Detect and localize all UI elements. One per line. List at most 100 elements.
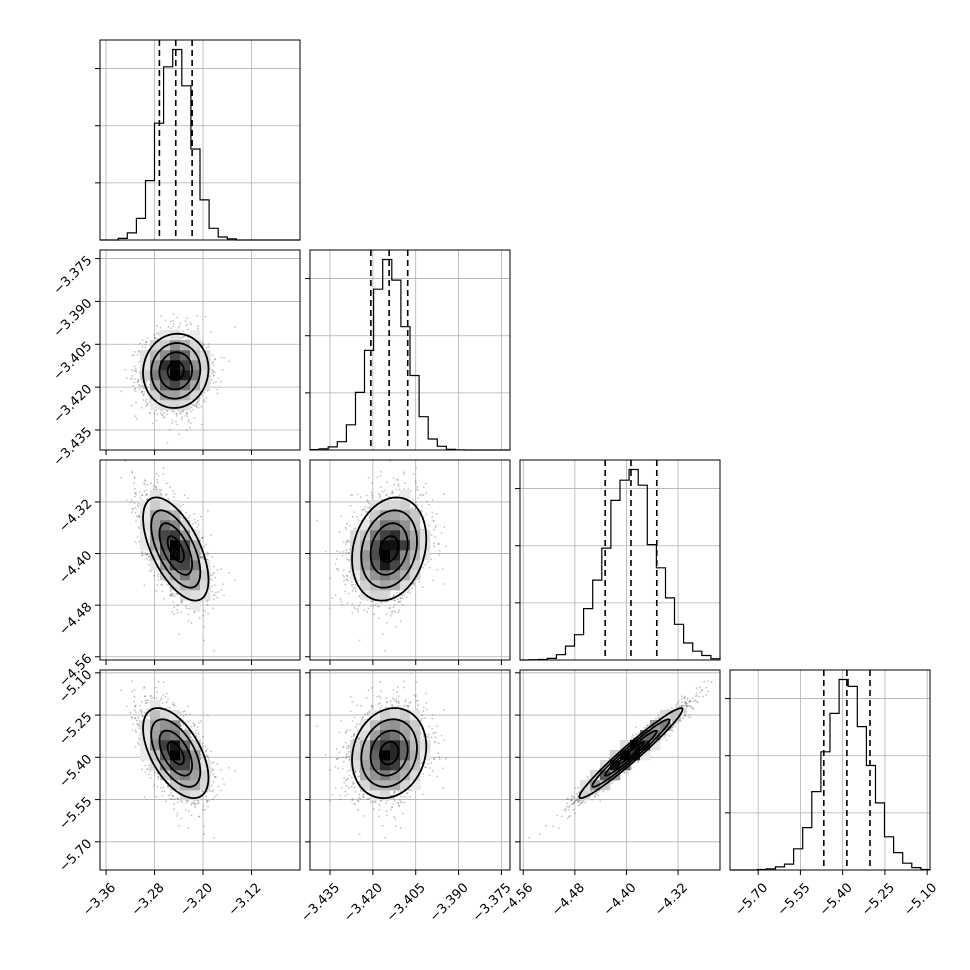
- density-bin: [150, 360, 161, 371]
- density-bin: [140, 540, 151, 551]
- sample-point: [397, 611, 400, 614]
- sample-point: [190, 406, 193, 408]
- sample-point: [139, 491, 141, 493]
- density-bin: [150, 510, 161, 521]
- density-bin: [180, 520, 191, 531]
- sample-point: [181, 410, 184, 412]
- density-bin: [140, 350, 151, 361]
- sample-point: [172, 313, 175, 315]
- sample-point: [167, 497, 170, 500]
- contour-level-2: [158, 351, 193, 391]
- sample-point: [160, 315, 163, 317]
- sample-point: [166, 442, 169, 444]
- sample-point: [147, 555, 150, 558]
- sample-point: [406, 591, 409, 594]
- sample-point: [211, 556, 214, 558]
- sample-point: [157, 575, 160, 577]
- sample-point: [132, 508, 135, 510]
- sample-point: [146, 483, 149, 486]
- sample-point: [170, 327, 173, 330]
- sample-point: [216, 392, 219, 395]
- sample-point: [141, 345, 144, 348]
- sample-point: [120, 476, 122, 479]
- histogram-panel-4: −5.70 −5.55 −5.40 −5.25 −5.10: [725, 669, 940, 919]
- sample-point: [144, 480, 147, 482]
- scatter-panel-3-1: −4.56−4.48−4.40−4.32: [57, 459, 301, 690]
- sample-point: [140, 390, 143, 393]
- sample-point: [145, 398, 148, 401]
- y-tick-label: −3.405: [51, 339, 96, 384]
- sample-point: [164, 493, 167, 496]
- sample-point: [149, 482, 152, 485]
- sample-point: [170, 590, 172, 592]
- density-bin: [170, 510, 181, 521]
- sample-point: [187, 497, 190, 500]
- sample-point: [198, 617, 201, 619]
- sample-point: [160, 493, 163, 496]
- sample-point: [185, 607, 188, 610]
- sample-point: [137, 379, 140, 382]
- sample-point: [195, 404, 198, 406]
- sample-point: [163, 597, 166, 600]
- density-bin: [150, 560, 161, 571]
- density-bin: [190, 330, 201, 341]
- sample-point: [196, 314, 199, 317]
- sample-point: [335, 550, 338, 553]
- sample-point: [138, 384, 141, 387]
- sample-point: [204, 315, 207, 318]
- sample-point: [181, 416, 184, 419]
- sample-point: [134, 369, 136, 372]
- sample-point: [184, 320, 187, 323]
- sample-point: [156, 413, 159, 416]
- sample-point: [131, 471, 134, 473]
- sample-point: [143, 490, 146, 493]
- sample-point: [141, 384, 144, 387]
- sample-point: [133, 381, 136, 384]
- density-bin: [170, 560, 181, 571]
- contour-level-1: [166, 535, 185, 563]
- sample-point: [134, 378, 137, 380]
- sample-point: [183, 335, 186, 338]
- sample-point: [178, 633, 180, 635]
- sample-point: [140, 494, 143, 496]
- sample-point: [201, 556, 204, 558]
- sample-point: [133, 477, 136, 480]
- sample-point: [146, 493, 149, 496]
- sample-point: [145, 380, 148, 383]
- sample-point: [143, 391, 146, 393]
- sample-point: [421, 505, 423, 508]
- sample-point: [211, 372, 213, 374]
- sample-point: [175, 412, 178, 415]
- sample-point: [145, 493, 147, 496]
- sample-point: [141, 553, 144, 556]
- sample-point: [354, 527, 357, 530]
- sample-point: [185, 412, 188, 414]
- sample-point: [148, 559, 151, 562]
- sample-point: [201, 556, 203, 559]
- sample-point: [193, 611, 196, 614]
- sample-point: [171, 610, 173, 613]
- sample-point: [212, 594, 215, 597]
- sample-point: [212, 598, 215, 601]
- sample-point: [189, 321, 192, 324]
- density-bin: [170, 340, 181, 351]
- sample-point: [188, 607, 191, 610]
- sample-point: [379, 493, 381, 496]
- density-bin: [170, 380, 181, 391]
- sample-point: [212, 571, 215, 574]
- sample-point: [178, 325, 181, 327]
- sample-point: [215, 381, 217, 383]
- sample-point: [180, 611, 183, 614]
- y-tick-label: −4.48: [57, 600, 96, 639]
- density-bin: [160, 540, 171, 551]
- sample-point: [138, 540, 141, 543]
- sample-point: [194, 405, 196, 407]
- sample-point: [134, 390, 137, 392]
- sample-point: [212, 361, 215, 364]
- sample-point: [435, 524, 437, 527]
- sample-point: [137, 515, 139, 517]
- density-bin: [150, 490, 161, 501]
- sample-point: [131, 369, 134, 372]
- sample-point: [212, 607, 215, 610]
